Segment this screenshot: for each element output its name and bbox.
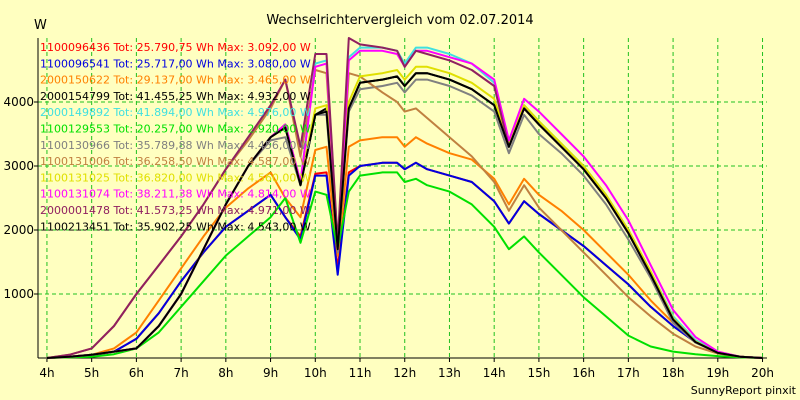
- chart-title: Wechselrichtervergleich vom 02.07.2014: [266, 13, 533, 28]
- footer-label: SunnyReport pinxit: [691, 384, 797, 397]
- x-tick-label: 19h: [706, 366, 729, 380]
- x-tick-label: 14h: [483, 366, 506, 380]
- x-tick-label: 18h: [662, 366, 685, 380]
- series-line-2: [46, 161, 763, 359]
- legend-entry-2: 1100096541 Tot: 25.717,00 Wh Max: 3.080,…: [40, 57, 311, 70]
- series-line-12: [46, 72, 763, 359]
- y-tick-label: 2000: [3, 223, 34, 237]
- x-tick-label: 20h: [751, 366, 774, 380]
- x-tick-label: 17h: [617, 366, 640, 380]
- series-line-6: [46, 171, 763, 359]
- legend-entry-3: 2000150622 Tot: 29.137,00 Wh Max: 3.465,…: [40, 74, 311, 87]
- plot-background: [38, 38, 767, 358]
- x-tick-label: 12h: [393, 366, 416, 380]
- x-tick-label: 15h: [527, 366, 550, 380]
- legend-entry-12: 1100213451 Tot: 35.902,25 Wh Max: 4.543,…: [40, 220, 311, 233]
- y-tick-label: 1000: [3, 287, 34, 301]
- x-tick-label: 11h: [349, 366, 372, 380]
- plot-area: 4h 5h 6h 7h 8h 9h 10h 11h 12h 13h 14h 15h 16h 17h 18h 1…: [3, 37, 774, 380]
- legend-entry-11: 2000001478 Tot: 41.573,25 Wh Max: 4.971,…: [40, 204, 311, 217]
- x-tick-label: 10h: [304, 366, 327, 380]
- legend-entry-1: 1100096436 Tot: 25.790,75 Wh Max: 3.092,…: [40, 41, 311, 54]
- legend-entry-4: 2000154799 Tot: 41.455,25 Wh Max: 4.932,…: [40, 90, 311, 103]
- x-tick-label: 7h: [173, 366, 188, 380]
- legend-entry-10: 1100131074 Tot: 38.211,38 Wh Max: 4.814,…: [40, 188, 311, 201]
- legend-entry-7: 1100130966 Tot: 35.789,88 Wh Max: 4.456,…: [40, 139, 311, 152]
- legend-entry-5: 2000149892 Tot: 41.894,00 Wh Max: 4.976,…: [40, 106, 311, 119]
- x-tick-label: 8h: [218, 366, 233, 380]
- y-axis-unit-label: W: [34, 18, 47, 33]
- y-tick-label: 3000: [3, 159, 34, 173]
- legend-entry-6: 1100129553 Tot: 20.257,00 Wh Max: 2.920,…: [40, 123, 311, 136]
- legend-entry-8: 1100131006 Tot: 36.258,50 Wh Max: 4.587,…: [40, 155, 311, 168]
- series-line-3: [46, 136, 763, 359]
- x-tick-label: 5h: [84, 366, 99, 380]
- x-tick-label: 4h: [39, 366, 54, 380]
- x-tick-label: 13h: [438, 366, 461, 380]
- y-tick-label: 4000: [3, 95, 34, 109]
- x-tick-label: 16h: [572, 366, 595, 380]
- x-tick-label: 9h: [263, 366, 278, 380]
- x-tick-label: 6h: [129, 366, 144, 380]
- legend-entry-9: 1100131025 Tot: 36.820,00 Wh Max: 4.560,…: [40, 171, 311, 184]
